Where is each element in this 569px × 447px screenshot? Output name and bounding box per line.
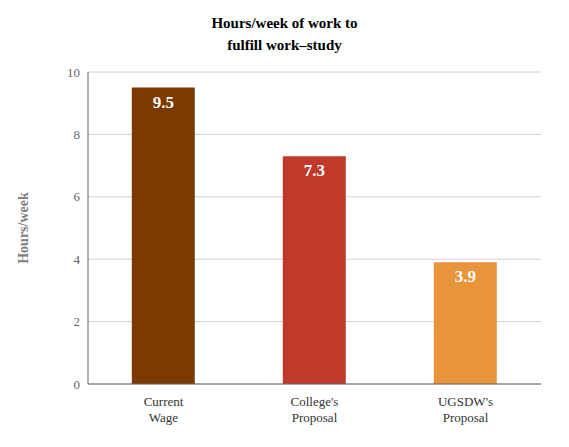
svg-text:3.9: 3.9 [455,267,476,286]
svg-text:Hours/week: Hours/week [16,192,31,264]
svg-text:8: 8 [74,127,81,142]
svg-text:10: 10 [67,65,80,80]
svg-text:4: 4 [74,252,81,267]
svg-text:2: 2 [74,314,81,329]
svg-text:UGSDW'sProposal: UGSDW'sProposal [438,394,493,425]
svg-text:CurrentWage: CurrentWage [144,394,184,425]
svg-text:College'sProposal: College'sProposal [291,394,339,425]
html-text:Hours/week of work to fulfill: Hours/week of work to fulfill work–study [211,15,358,53]
svg-text:0: 0 [74,377,81,392]
svg-text:7.3: 7.3 [304,161,325,180]
svg-text:9.5: 9.5 [153,93,174,112]
svg-text:6: 6 [74,189,81,204]
